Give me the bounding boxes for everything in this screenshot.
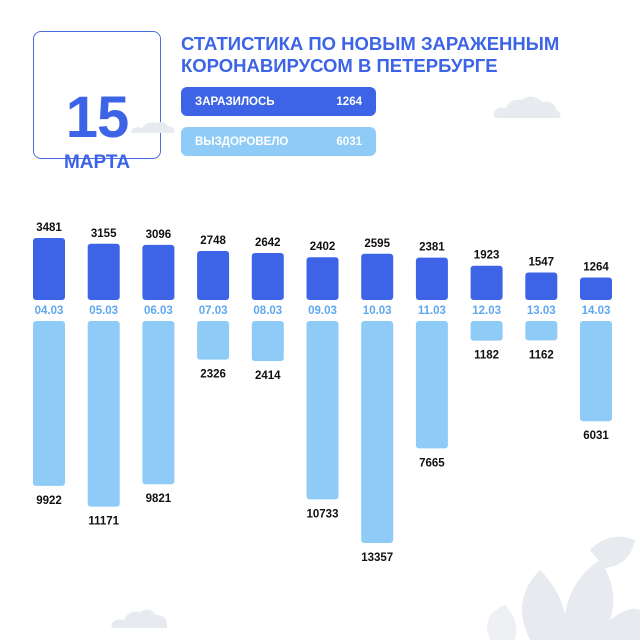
- value-label-recovered-14.03: 6031: [583, 430, 609, 442]
- bar-recovered-04.03: [33, 321, 65, 486]
- value-label-infected-09.03: 2402: [310, 241, 336, 253]
- legend-recovered-label: ВЫЗДОРОВЕЛО: [195, 135, 289, 148]
- date-label-05.03: 05.03: [89, 305, 118, 317]
- bar-infected-05.03: [87, 243, 120, 300]
- value-label-recovered-05.03: 11171: [88, 516, 119, 528]
- value-label-recovered-09.03: 10733: [307, 508, 339, 520]
- date-day: 15: [65, 85, 130, 150]
- value-label-infected-11.03: 2381: [419, 242, 445, 254]
- bar-recovered-05.03: [87, 321, 120, 507]
- bar-infected-10.03: [361, 253, 394, 300]
- date-label-08.03: 08.03: [253, 305, 282, 317]
- value-label-recovered-10.03: 13357: [361, 552, 393, 564]
- chart-title-line-2: КОРОНАВИРУСОМ В ПЕТЕРБУРГЕ: [181, 55, 498, 76]
- bar-infected-08.03: [251, 252, 284, 300]
- value-label-infected-14.03: 1264: [583, 261, 609, 273]
- bar-infected-11.03: [415, 257, 448, 300]
- chart-title: СТАТИСТИКА ПО НОВЫМ ЗАРАЖЕННЫМ КОРОНАВИР…: [181, 33, 601, 77]
- legend-recovered-value: 6031: [336, 135, 362, 148]
- bar-recovered-10.03: [361, 321, 394, 543]
- date-label-13.03: 13.03: [527, 305, 556, 317]
- date-label-04.03: 04.03: [35, 305, 64, 317]
- bar-recovered-09.03: [306, 321, 339, 500]
- value-label-recovered-13.03: 1162: [529, 349, 554, 361]
- value-label-recovered-06.03: 9821: [146, 493, 172, 505]
- bar-infected-07.03: [197, 251, 230, 300]
- value-label-recovered-11.03: 7665: [419, 457, 445, 469]
- bar-infected-13.03: [525, 272, 558, 300]
- legend-infected-value: 1264: [336, 95, 362, 108]
- value-label-infected-07.03: 2748: [200, 235, 226, 247]
- date-label-06.03: 06.03: [144, 305, 173, 317]
- cloud-icon-top: [493, 96, 561, 118]
- value-label-recovered-04.03: 9922: [36, 495, 62, 507]
- date-label-11.03: 11.03: [418, 305, 446, 317]
- value-label-infected-10.03: 2595: [364, 238, 390, 250]
- cloud-icon-bottom: [111, 609, 168, 628]
- date-card: 15 МАРТА: [33, 31, 161, 173]
- value-label-infected-08.03: 2642: [255, 237, 281, 249]
- bar-recovered-13.03: [525, 321, 558, 341]
- bar-infected-14.03: [580, 277, 612, 300]
- value-label-recovered-07.03: 2326: [200, 369, 226, 381]
- date-label-14.03: 14.03: [582, 305, 611, 317]
- bar-infected-06.03: [142, 244, 175, 300]
- value-label-infected-06.03: 3096: [146, 229, 172, 241]
- value-label-recovered-08.03: 2414: [255, 370, 281, 382]
- cloud-icon-left: [131, 122, 175, 133]
- value-label-infected-12.03: 1923: [474, 250, 500, 262]
- value-label-infected-13.03: 1547: [529, 256, 555, 268]
- bar-recovered-14.03: [580, 321, 612, 422]
- date-label-09.03: 09.03: [308, 305, 337, 317]
- chart-title-line-1: СТАТИСТИКА ПО НОВЫМ ЗАРАЖЕННЫМ: [181, 33, 560, 54]
- bar-recovered-12.03: [470, 321, 503, 341]
- bar-infected-09.03: [306, 257, 339, 300]
- bar-infected-12.03: [470, 265, 503, 300]
- bar-recovered-06.03: [142, 321, 175, 485]
- date-month: МАРТА: [63, 152, 131, 173]
- date-label-07.03: 07.03: [199, 305, 228, 317]
- legend-infected-label: ЗАРАЗИЛОСЬ: [195, 95, 275, 108]
- bar-recovered-07.03: [197, 321, 230, 360]
- value-label-infected-05.03: 3155: [91, 228, 117, 240]
- bar-infected-04.03: [33, 238, 65, 300]
- legend-infected: ЗАРАЗИЛОСЬ 1264: [181, 87, 376, 116]
- bar-recovered-11.03: [415, 321, 448, 449]
- value-label-recovered-12.03: 1182: [474, 350, 499, 362]
- date-label-12.03: 12.03: [472, 305, 501, 317]
- bar-recovered-08.03: [251, 321, 284, 362]
- legend-recovered: ВЫЗДОРОВЕЛО 6031: [181, 127, 376, 156]
- value-label-infected-04.03: 3481: [36, 222, 62, 234]
- leaves-decoration-icon: [487, 536, 640, 640]
- date-label-10.03: 10.03: [363, 305, 392, 317]
